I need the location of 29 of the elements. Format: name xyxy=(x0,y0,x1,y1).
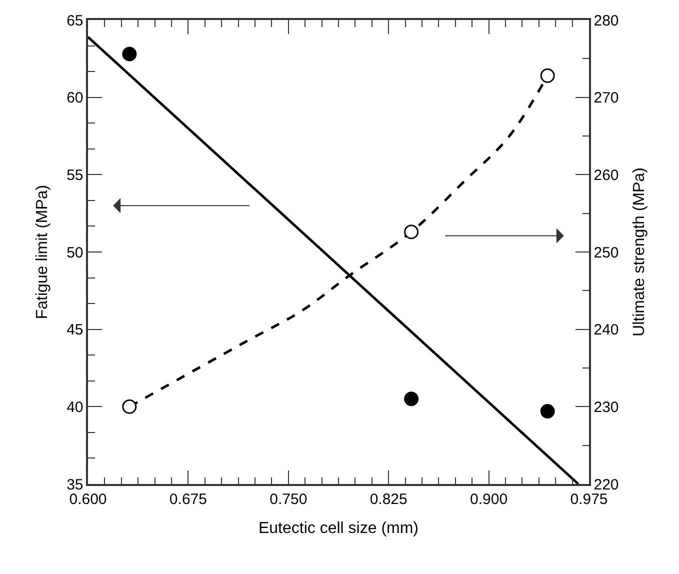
y2-tick-label: 220 xyxy=(594,476,619,494)
y-tick-label: 40 xyxy=(66,398,84,416)
y-tick-label: 45 xyxy=(66,322,84,339)
y2-tick-label: 250 xyxy=(594,244,619,262)
point xyxy=(122,399,137,414)
point xyxy=(404,224,419,240)
y-tick-label: 60 xyxy=(66,90,84,107)
x-tick-label: 0.750 xyxy=(270,490,308,508)
y-tick-label: 35 xyxy=(66,476,84,494)
y2-tick-label: 240 xyxy=(594,322,619,339)
point xyxy=(122,46,137,62)
y-tick-label: 65 xyxy=(66,12,84,30)
x-tick-label: 0.600 xyxy=(69,490,107,508)
x-axis-title: Eutectic cell size (mm) xyxy=(258,520,419,537)
y2-tick-label: 280 xyxy=(594,12,619,30)
y2-tick-label: 230 xyxy=(594,398,619,416)
y-tick-label: 55 xyxy=(66,166,84,184)
x-tick-label: 0.825 xyxy=(370,490,408,508)
x-tick-label: 0.900 xyxy=(470,490,508,508)
point xyxy=(404,392,419,406)
y2-axis-title: Ultimate strength (MPa) xyxy=(630,168,648,336)
x-tick-label: 0.975 xyxy=(570,490,608,508)
point xyxy=(540,404,555,419)
x-tick-label: 0.675 xyxy=(169,490,207,508)
y2-tick-label: 270 xyxy=(594,90,619,107)
point xyxy=(540,68,555,83)
y-tick-label: 50 xyxy=(66,244,84,262)
y2-tick-label: 260 xyxy=(594,166,619,184)
y-axis-title: Fatigue limit (MPa) xyxy=(34,184,51,320)
